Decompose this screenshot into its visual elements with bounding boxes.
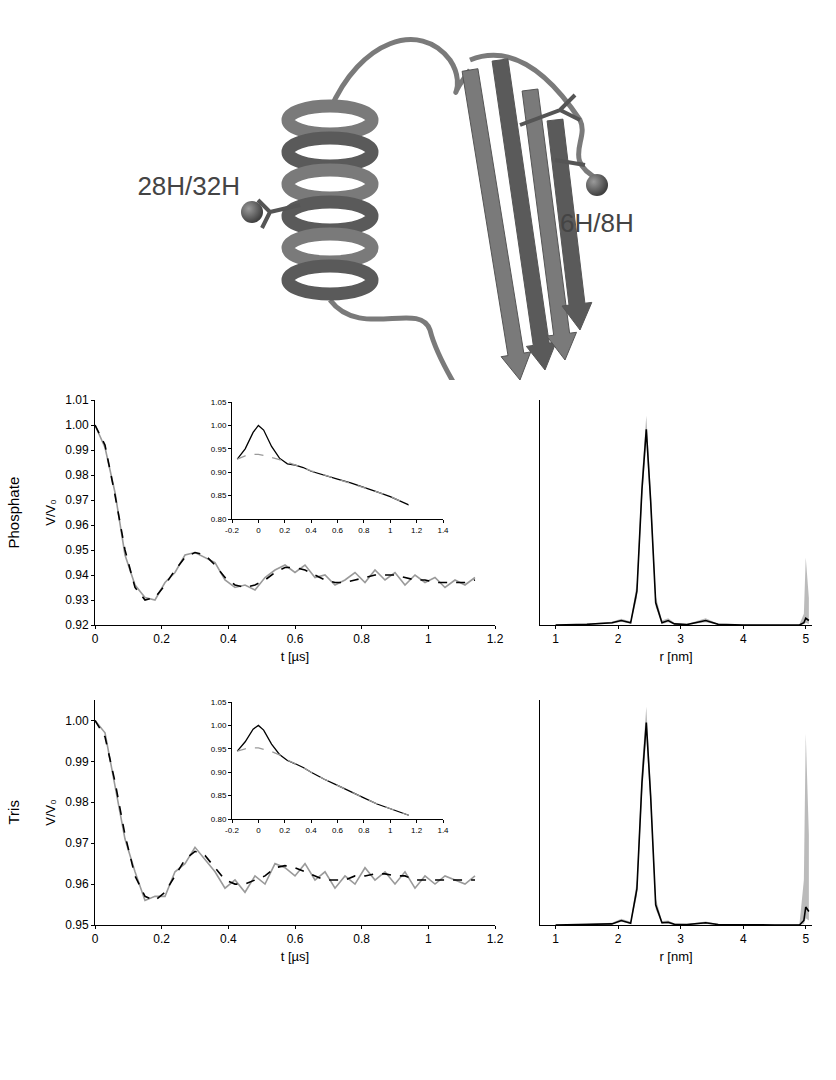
svg-text:0.95: 0.95	[65, 918, 89, 932]
svg-text:6H/8H: 6H/8H	[560, 208, 634, 238]
svg-text:0.85: 0.85	[211, 491, 227, 500]
svg-text:0.96: 0.96	[65, 518, 89, 532]
svg-text:1.2: 1.2	[487, 632, 504, 646]
svg-text:1: 1	[388, 826, 393, 835]
svg-text:0.8: 0.8	[358, 826, 370, 835]
svg-text:0.4: 0.4	[306, 826, 318, 835]
svg-text:0: 0	[92, 932, 99, 946]
svg-text:-0.2: -0.2	[225, 526, 239, 535]
svg-text:0.8: 0.8	[358, 526, 370, 535]
svg-text:1: 1	[425, 932, 432, 946]
svg-text:0.97: 0.97	[65, 493, 89, 507]
svg-text:1.01: 1.01	[65, 393, 89, 407]
svg-text:1.00: 1.00	[65, 418, 89, 432]
svg-text:0.2: 0.2	[153, 632, 170, 646]
svg-text:0.4: 0.4	[220, 632, 237, 646]
svg-text:1.00: 1.00	[211, 721, 227, 730]
svg-text:0.98: 0.98	[65, 795, 89, 809]
svg-text:V/V₀: V/V₀	[43, 799, 58, 825]
svg-text:3: 3	[677, 632, 684, 646]
svg-text:r [nm]: r [nm]	[659, 949, 692, 964]
svg-text:t [µs]: t [µs]	[281, 649, 309, 664]
svg-text:5: 5	[802, 932, 809, 946]
svg-text:Tris: Tris	[5, 800, 22, 824]
svg-text:2: 2	[615, 632, 622, 646]
svg-text:r [nm]: r [nm]	[659, 649, 692, 664]
svg-text:Phosphate: Phosphate	[5, 477, 22, 549]
svg-text:t [µs]: t [µs]	[281, 949, 309, 964]
svg-text:0.99: 0.99	[65, 755, 89, 769]
svg-text:0.85: 0.85	[211, 791, 227, 800]
svg-text:1.4: 1.4	[437, 526, 449, 535]
svg-text:0: 0	[92, 632, 99, 646]
svg-text:0.95: 0.95	[211, 445, 227, 454]
svg-text:1: 1	[388, 526, 393, 535]
svg-text:0.6: 0.6	[332, 826, 344, 835]
svg-text:0.98: 0.98	[65, 468, 89, 482]
svg-text:0.4: 0.4	[220, 932, 237, 946]
svg-text:0.6: 0.6	[287, 632, 304, 646]
svg-text:1.00: 1.00	[211, 421, 227, 430]
svg-text:0.96: 0.96	[65, 877, 89, 891]
svg-text:3: 3	[677, 932, 684, 946]
svg-text:0: 0	[256, 526, 261, 535]
svg-text:0.95: 0.95	[65, 543, 89, 557]
svg-text:0.8: 0.8	[353, 932, 370, 946]
svg-text:2: 2	[615, 932, 622, 946]
svg-text:0.6: 0.6	[332, 526, 344, 535]
svg-text:1.2: 1.2	[411, 526, 423, 535]
svg-text:0.93: 0.93	[65, 593, 89, 607]
svg-text:0.97: 0.97	[65, 836, 89, 850]
svg-text:0.80: 0.80	[211, 515, 227, 524]
svg-text:4: 4	[740, 632, 747, 646]
svg-text:1.2: 1.2	[487, 932, 504, 946]
svg-text:0.95: 0.95	[211, 745, 227, 754]
svg-text:5: 5	[802, 632, 809, 646]
svg-text:1.00: 1.00	[65, 714, 89, 728]
svg-text:1: 1	[425, 632, 432, 646]
svg-text:0.2: 0.2	[279, 526, 291, 535]
svg-text:-0.2: -0.2	[225, 826, 239, 835]
svg-text:0.80: 0.80	[211, 815, 227, 824]
svg-text:0.2: 0.2	[153, 932, 170, 946]
svg-text:1.05: 1.05	[211, 398, 227, 407]
svg-text:4: 4	[740, 932, 747, 946]
svg-text:V/V₀: V/V₀	[43, 499, 58, 525]
svg-text:1.05: 1.05	[211, 698, 227, 707]
svg-text:0: 0	[256, 826, 261, 835]
svg-text:1: 1	[552, 632, 559, 646]
svg-text:0.92: 0.92	[65, 618, 89, 632]
svg-text:1.4: 1.4	[437, 826, 449, 835]
svg-text:0.90: 0.90	[211, 768, 227, 777]
svg-text:28H/32H: 28H/32H	[137, 171, 240, 201]
svg-text:0.90: 0.90	[211, 468, 227, 477]
svg-text:0.2: 0.2	[279, 826, 291, 835]
svg-text:0.99: 0.99	[65, 443, 89, 457]
svg-text:0.6: 0.6	[287, 932, 304, 946]
svg-text:1: 1	[552, 932, 559, 946]
svg-text:1.2: 1.2	[411, 826, 423, 835]
svg-text:0.8: 0.8	[353, 632, 370, 646]
svg-text:0.94: 0.94	[65, 568, 89, 582]
svg-text:0.4: 0.4	[306, 526, 318, 535]
